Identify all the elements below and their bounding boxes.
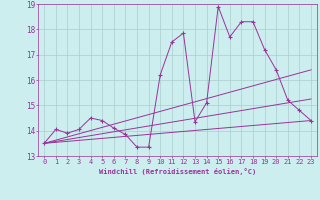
X-axis label: Windchill (Refroidissement éolien,°C): Windchill (Refroidissement éolien,°C)	[99, 168, 256, 175]
